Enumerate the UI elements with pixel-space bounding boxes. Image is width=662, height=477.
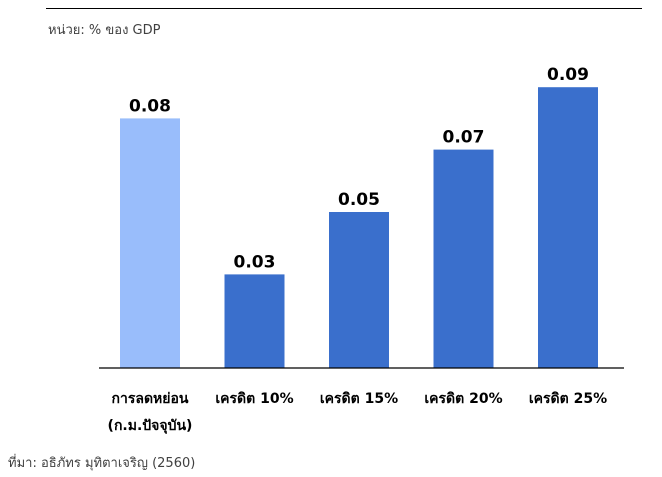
bar-2	[224, 274, 285, 368]
data-label-2: 0.03	[234, 252, 276, 272]
bar-4	[433, 149, 494, 368]
data-label-1: 0.08	[129, 96, 171, 116]
data-label-3: 0.05	[338, 190, 380, 210]
bar-3	[329, 212, 389, 368]
bar-1	[120, 118, 180, 369]
category-label-4: เครดิต 20%	[424, 391, 502, 407]
unit-label: หน่วย: % ของ GDP	[48, 23, 161, 38]
source-note: ที่มา: อธิภัทร มุทิตาเจริญ (2560)	[8, 456, 196, 471]
category-label-5: เครดิต 25%	[529, 391, 607, 407]
data-label-4: 0.07	[443, 128, 485, 148]
category-label-3: เครดิต 15%	[320, 391, 398, 407]
top-rule	[46, 8, 642, 9]
category-label-2: เครดิต 10%	[215, 391, 293, 407]
category-label-1-line-1: การลดหย่อน	[112, 391, 189, 407]
category-label-1-line-2: (ก.ม.ปัจจุบัน)	[108, 418, 193, 434]
bar-5	[538, 87, 598, 368]
data-label-5: 0.09	[547, 65, 589, 85]
